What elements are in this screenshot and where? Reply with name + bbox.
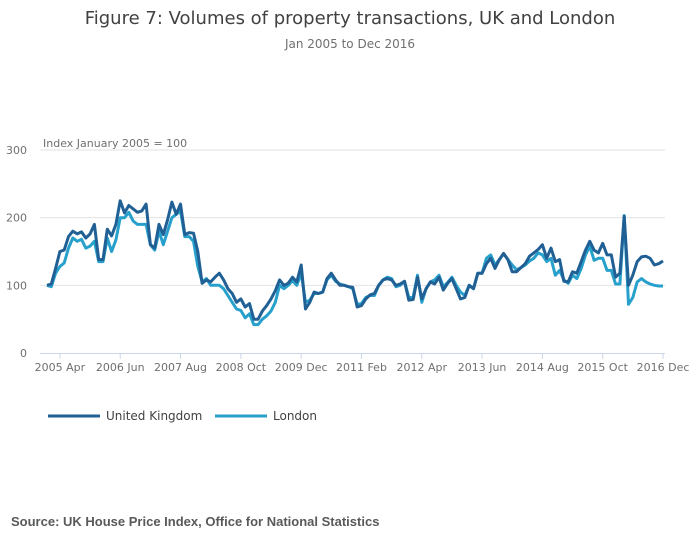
y-tick-label: 200 xyxy=(6,212,27,225)
x-tick-label: 2009 Dec xyxy=(275,361,328,374)
x-tick-label: 2008 Oct xyxy=(216,361,267,374)
series-line-london xyxy=(46,209,663,327)
x-tick-label: 2011 Feb xyxy=(336,361,387,374)
legend-item-united-kingdom: United Kingdom xyxy=(48,409,202,423)
x-tick-label: 2012 Apr xyxy=(397,361,448,374)
y-tick-label: 300 xyxy=(6,144,27,157)
source-note: Source: UK House Price Index, Office for… xyxy=(11,514,380,529)
x-tick-label: 2013 Jun xyxy=(458,361,507,374)
chart-subtitle: Jan 2005 to Dec 2016 xyxy=(284,37,416,51)
chart-title: Figure 7: Volumes of property transactio… xyxy=(84,8,616,29)
y-axis-label: Index January 2005 = 100 xyxy=(43,137,187,150)
x-tick-label: 2014 Aug xyxy=(516,361,569,374)
legend-label: London xyxy=(273,409,317,423)
legend-item-london: London xyxy=(215,409,317,423)
x-tick-label: 2007 Aug xyxy=(154,361,207,374)
y-tick-label: 0 xyxy=(20,347,27,360)
series-line-united-kingdom xyxy=(46,199,664,321)
x-tick-label: 2015 Oct xyxy=(577,361,628,374)
x-tick-label: 2016 Dec xyxy=(637,361,690,374)
x-tick-label: 2006 Jun xyxy=(96,361,145,374)
x-tick-label: 2005 Apr xyxy=(35,361,86,374)
y-tick-label: 100 xyxy=(6,279,27,292)
legend-label: United Kingdom xyxy=(106,409,202,423)
